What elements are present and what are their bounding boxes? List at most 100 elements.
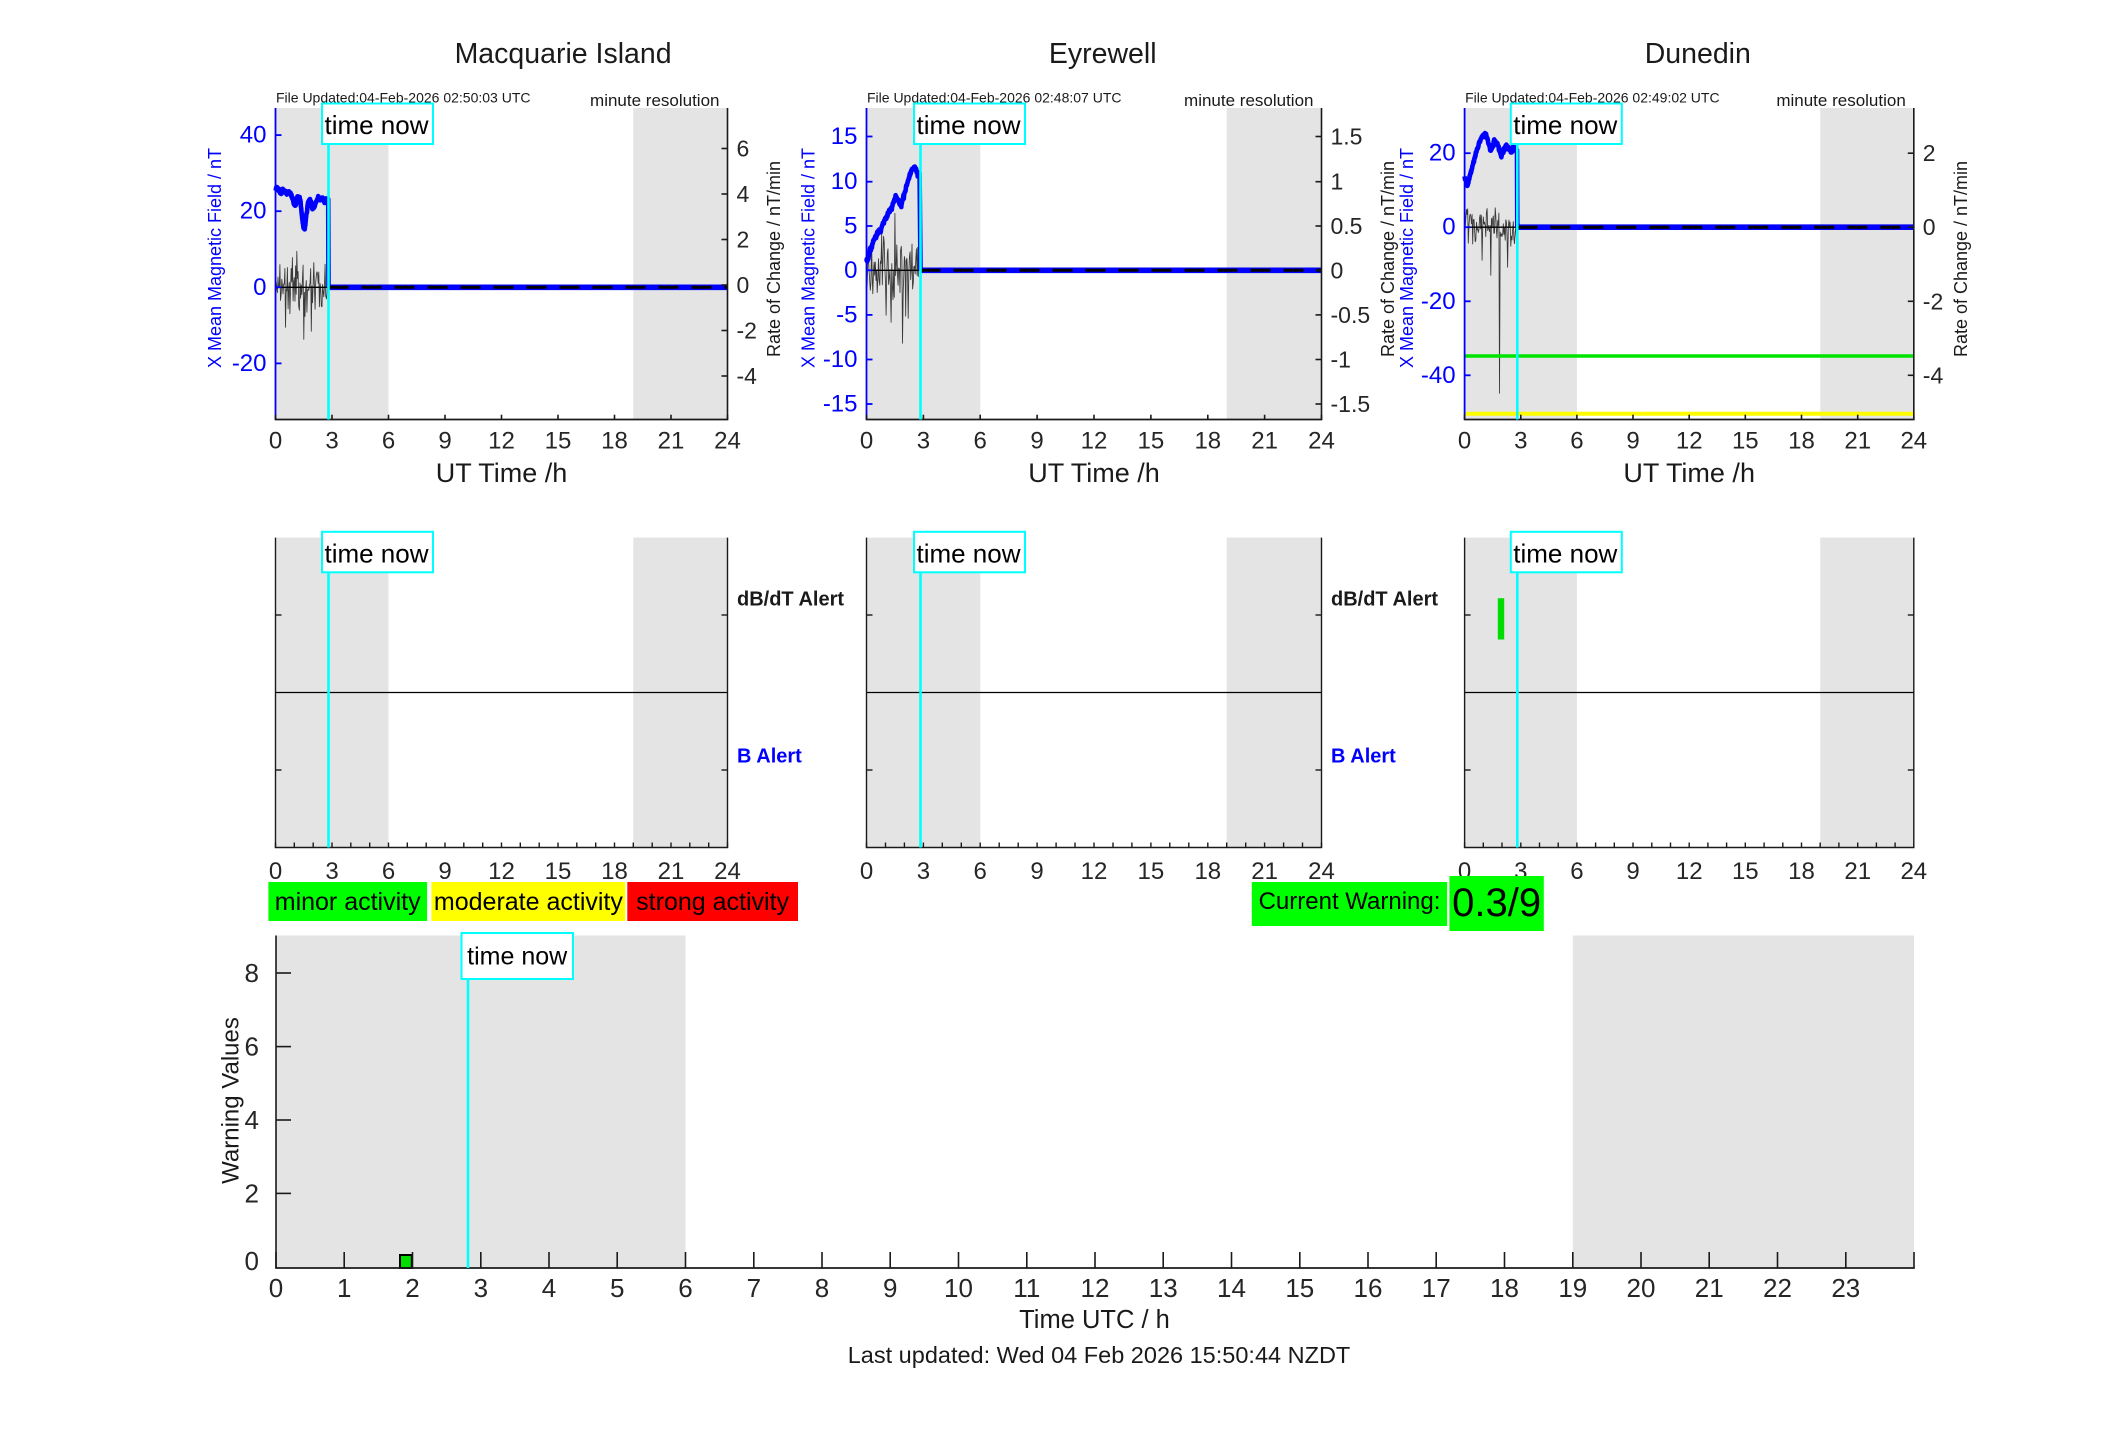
svg-text:12: 12 — [1081, 858, 1108, 885]
svg-text:8: 8 — [245, 958, 259, 988]
svg-text:-10: -10 — [823, 346, 858, 373]
svg-text:9: 9 — [1030, 428, 1043, 455]
svg-text:minute resolution: minute resolution — [1776, 91, 1905, 110]
svg-text:-20: -20 — [1421, 288, 1456, 315]
svg-text:18: 18 — [1788, 428, 1815, 455]
svg-text:4: 4 — [737, 181, 750, 207]
svg-text:22: 22 — [1763, 1273, 1792, 1303]
svg-text:18: 18 — [1194, 428, 1221, 455]
svg-text:0: 0 — [1331, 257, 1344, 283]
svg-text:0: 0 — [1458, 428, 1471, 455]
svg-text:6: 6 — [737, 136, 750, 162]
svg-text:12: 12 — [1081, 428, 1108, 455]
svg-text:20: 20 — [1429, 140, 1456, 167]
svg-text:-2: -2 — [737, 318, 757, 344]
svg-text:minor activity: minor activity — [275, 888, 421, 916]
svg-text:time now: time now — [467, 943, 568, 971]
svg-text:time now: time now — [324, 110, 428, 140]
svg-text:24: 24 — [1308, 858, 1335, 885]
svg-text:6: 6 — [1570, 428, 1583, 455]
svg-text:23: 23 — [1831, 1273, 1860, 1303]
svg-text:12: 12 — [488, 858, 515, 885]
svg-text:time now: time now — [324, 538, 428, 568]
svg-text:9: 9 — [1626, 858, 1639, 885]
svg-text:time now: time now — [916, 110, 1020, 140]
svg-text:strong activity: strong activity — [636, 888, 789, 916]
svg-text:2: 2 — [737, 227, 750, 253]
svg-text:12: 12 — [1676, 858, 1703, 885]
svg-text:3: 3 — [917, 428, 930, 455]
svg-text:21: 21 — [1695, 1273, 1724, 1303]
svg-text:0: 0 — [269, 428, 282, 455]
svg-text:21: 21 — [1844, 858, 1871, 885]
svg-text:9: 9 — [883, 1273, 897, 1303]
svg-text:1: 1 — [1331, 169, 1344, 195]
svg-text:Time UTC / h: Time UTC / h — [1019, 1306, 1170, 1334]
svg-text:21: 21 — [658, 428, 685, 455]
svg-text:time now: time now — [1513, 538, 1617, 568]
svg-text:21: 21 — [1251, 428, 1278, 455]
svg-text:18: 18 — [1490, 1273, 1519, 1303]
svg-text:18: 18 — [1194, 858, 1221, 885]
svg-text:-0.5: -0.5 — [1331, 302, 1371, 328]
svg-text:17: 17 — [1422, 1273, 1451, 1303]
svg-text:21: 21 — [1844, 428, 1871, 455]
svg-text:4: 4 — [542, 1273, 556, 1303]
svg-text:0.3/9: 0.3/9 — [1452, 881, 1541, 925]
svg-text:12: 12 — [1081, 1273, 1110, 1303]
svg-text:8: 8 — [815, 1273, 829, 1303]
svg-text:6: 6 — [382, 858, 395, 885]
svg-text:24: 24 — [714, 858, 741, 885]
svg-text:Dunedin: Dunedin — [1645, 38, 1751, 70]
svg-text:-4: -4 — [737, 363, 758, 389]
svg-text:B Alert: B Alert — [737, 746, 802, 768]
svg-text:Macquarie Island: Macquarie Island — [455, 38, 672, 70]
svg-text:9: 9 — [1626, 428, 1639, 455]
svg-text:11: 11 — [1013, 1273, 1040, 1303]
svg-text:-2: -2 — [1923, 288, 1943, 314]
svg-text:minute resolution: minute resolution — [1184, 91, 1313, 110]
svg-text:20: 20 — [1627, 1273, 1656, 1303]
svg-text:13: 13 — [1149, 1273, 1178, 1303]
svg-text:40: 40 — [240, 122, 267, 149]
svg-text:0: 0 — [245, 1246, 259, 1276]
svg-text:0: 0 — [1442, 214, 1455, 241]
svg-text:15: 15 — [831, 123, 858, 150]
svg-text:-1.5: -1.5 — [1331, 391, 1371, 417]
svg-text:-5: -5 — [836, 301, 857, 328]
svg-text:15: 15 — [1285, 1273, 1314, 1303]
svg-text:18: 18 — [601, 858, 628, 885]
svg-text:3: 3 — [474, 1273, 488, 1303]
svg-text:dB/dT Alert: dB/dT Alert — [1331, 589, 1438, 611]
svg-text:File Updated:04-Feb-2026 02:49: File Updated:04-Feb-2026 02:49:02 UTC — [1465, 90, 1719, 106]
svg-text:Rate of Change / nT/min: Rate of Change / nT/min — [1378, 161, 1398, 357]
svg-text:15: 15 — [1732, 428, 1759, 455]
svg-text:1: 1 — [337, 1273, 351, 1303]
svg-text:-20: -20 — [232, 350, 267, 377]
svg-text:Last updated: Wed 04 Feb 2026: Last updated: Wed 04 Feb 2026 15:50:44 N… — [848, 1342, 1351, 1368]
svg-text:0: 0 — [737, 272, 750, 298]
svg-text:15: 15 — [1138, 858, 1165, 885]
svg-text:24: 24 — [1308, 428, 1335, 455]
svg-text:-15: -15 — [823, 391, 858, 418]
svg-text:0: 0 — [269, 858, 282, 885]
svg-text:Rate of Change / nT/min: Rate of Change / nT/min — [764, 161, 784, 357]
svg-text:time now: time now — [1513, 110, 1617, 140]
svg-text:5: 5 — [610, 1273, 624, 1303]
svg-text:2: 2 — [245, 1178, 259, 1208]
svg-text:21: 21 — [1251, 858, 1278, 885]
svg-text:24: 24 — [1900, 428, 1927, 455]
svg-text:15: 15 — [545, 428, 572, 455]
svg-text:10: 10 — [944, 1273, 973, 1303]
svg-text:18: 18 — [1788, 858, 1815, 885]
svg-text:0: 0 — [844, 257, 857, 284]
svg-text:7: 7 — [747, 1273, 761, 1303]
svg-text:File Updated:04-Feb-2026 02:50: File Updated:04-Feb-2026 02:50:03 UTC — [276, 90, 530, 106]
svg-text:3: 3 — [1514, 428, 1527, 455]
svg-text:dB/dT Alert: dB/dT Alert — [737, 589, 844, 611]
svg-text:15: 15 — [1138, 428, 1165, 455]
svg-text:2: 2 — [405, 1273, 419, 1303]
svg-text:14: 14 — [1217, 1273, 1246, 1303]
svg-text:0: 0 — [269, 1273, 283, 1303]
svg-text:9: 9 — [1030, 858, 1043, 885]
